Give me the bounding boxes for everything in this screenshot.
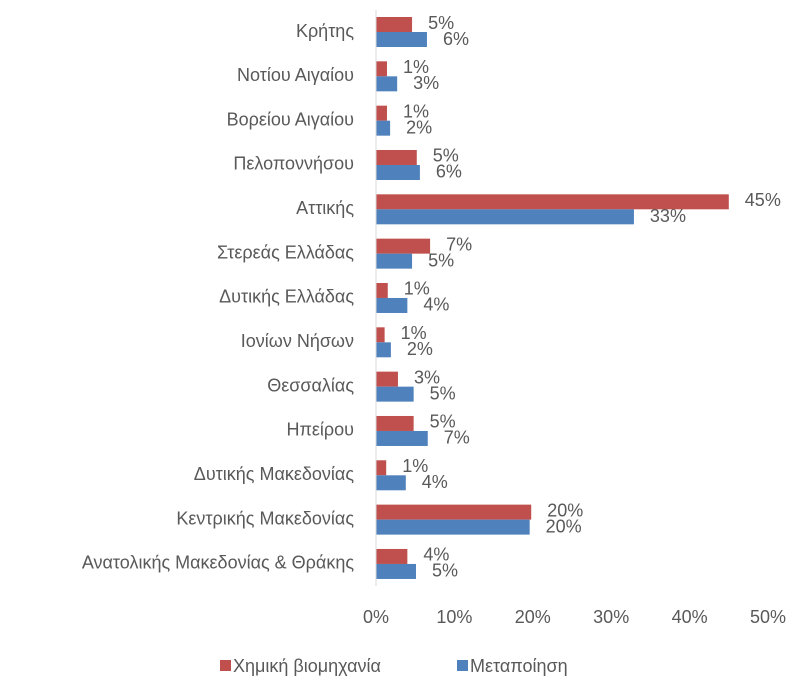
x-tick-label: 30%: [593, 607, 629, 627]
value-label: 20%: [546, 516, 582, 536]
bar: [376, 327, 385, 343]
y-tick-label: Κεντρικής Μακεδονίας: [176, 508, 354, 528]
bar: [376, 105, 387, 121]
value-label: 1%: [401, 323, 427, 343]
bar: [376, 460, 387, 476]
bar: [376, 17, 413, 32]
bar: [376, 504, 532, 520]
value-label: 45%: [745, 190, 781, 210]
bar: [376, 238, 431, 254]
legend-label: Μεταποίηση: [470, 656, 568, 676]
y-tick-label: Ιονίων Νήσων: [241, 331, 354, 351]
value-label: 7%: [444, 428, 470, 448]
value-label: 4%: [423, 545, 449, 565]
bar: [376, 415, 414, 431]
bar: [376, 548, 408, 564]
bar: [376, 563, 416, 579]
bar: [376, 61, 387, 77]
y-tick-label: Ηπείρου: [286, 420, 354, 440]
value-label: 1%: [403, 57, 429, 77]
x-tick-label: 50%: [750, 607, 786, 627]
value-label: 4%: [423, 295, 449, 315]
value-label: 5%: [428, 13, 454, 33]
bar: [376, 297, 408, 313]
bar: [376, 164, 420, 180]
x-tick-label: 0%: [363, 607, 389, 627]
bar: [376, 149, 417, 165]
y-tick-label: Αττικής: [296, 198, 354, 218]
value-label: 5%: [430, 383, 456, 403]
legend-swatch: [457, 660, 468, 671]
y-tick-label: Πελοποννήσου: [233, 154, 354, 174]
y-tick-label: Κρήτης: [296, 21, 354, 41]
x-tick-label: 10%: [436, 607, 472, 627]
y-tick-label: Ανατολικής Μακεδονίας & Θράκης: [82, 553, 354, 573]
value-label: 3%: [414, 367, 440, 387]
value-label: 20%: [547, 500, 583, 520]
x-tick-label: 40%: [672, 607, 708, 627]
value-label: 6%: [443, 29, 469, 49]
value-label: 5%: [430, 412, 456, 432]
bar: [376, 386, 414, 402]
value-label: 7%: [446, 234, 472, 254]
bar: [376, 475, 406, 491]
value-label: 5%: [428, 250, 454, 270]
legend-swatch: [220, 660, 231, 671]
bar: [376, 76, 398, 92]
y-tick-label: Θεσσαλίας: [267, 375, 354, 395]
value-label: 4%: [422, 472, 448, 492]
legend-label: Χημική βιομηχανία: [233, 656, 381, 676]
bar: [376, 371, 398, 387]
value-label: 1%: [404, 279, 430, 299]
x-tick-label: 20%: [515, 607, 551, 627]
value-label: 2%: [407, 339, 433, 359]
y-tick-label: Νοτίου Αιγαίου: [237, 65, 354, 85]
bar: [376, 32, 427, 47]
value-label: 5%: [432, 561, 458, 581]
bar: [376, 120, 391, 136]
value-label: 5%: [433, 146, 459, 166]
bar: [376, 519, 530, 535]
y-tick-label: Δυτικής Μακεδονίας: [194, 464, 355, 484]
bar: [376, 430, 428, 446]
value-label: 1%: [402, 456, 428, 476]
y-tick-label: Δυτικής Ελλάδας: [219, 287, 354, 307]
bar: [376, 209, 634, 225]
y-tick-label: Στερεάς Ελλάδας: [217, 242, 354, 262]
bar: [376, 342, 391, 358]
value-label: 3%: [413, 73, 439, 93]
value-label: 2%: [406, 117, 432, 137]
value-label: 1%: [403, 101, 429, 121]
bar: [376, 253, 413, 269]
y-tick-label: Βορείου Αιγαίου: [227, 109, 354, 129]
bar: [376, 194, 729, 210]
value-label: 6%: [436, 162, 462, 182]
value-label: 33%: [650, 206, 686, 226]
bar: [376, 282, 388, 298]
